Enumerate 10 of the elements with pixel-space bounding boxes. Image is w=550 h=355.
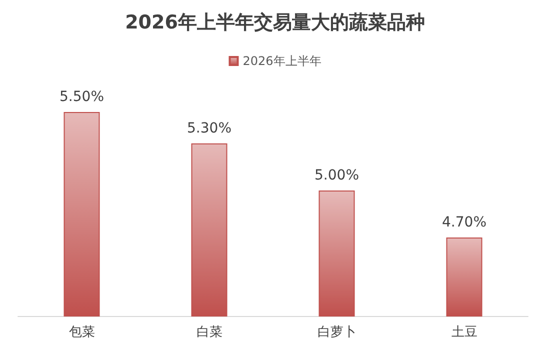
data-label: 5.00% <box>314 167 359 184</box>
data-label: 5.50% <box>60 89 104 105</box>
x-tick-label: 白萝卜 <box>317 325 356 340</box>
chart-title: 2026年上半年交易量大的蔬菜品种 <box>125 12 425 34</box>
data-label: 4.70% <box>442 214 486 231</box>
legend-label: 2026年上半年 <box>242 54 322 68</box>
data-label: 5.30% <box>187 120 232 136</box>
x-tick-label: 包菜 <box>68 325 95 340</box>
x-tick-label: 土豆 <box>451 325 478 340</box>
x-tick-label: 白菜 <box>196 325 222 340</box>
